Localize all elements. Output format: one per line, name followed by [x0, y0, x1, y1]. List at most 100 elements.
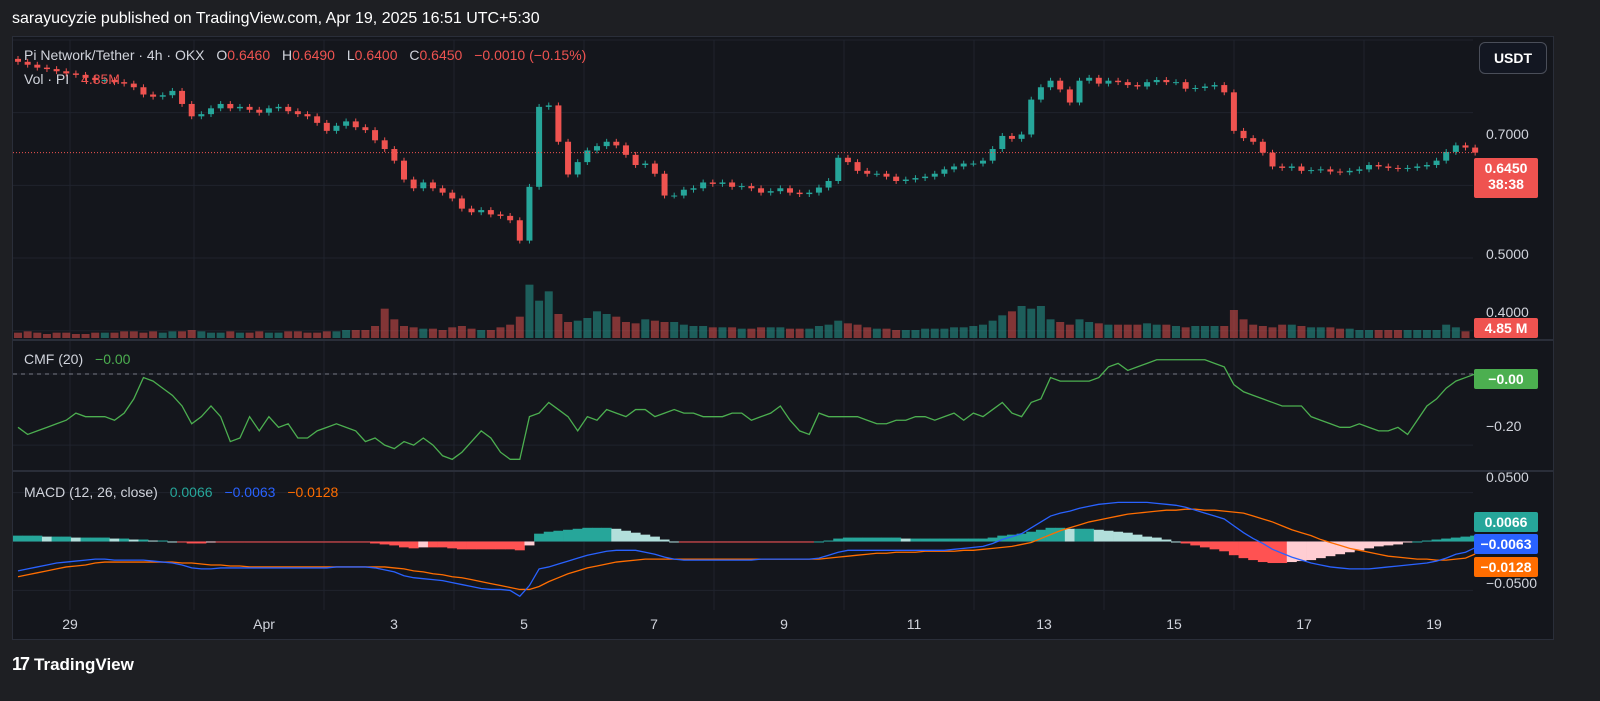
candle-body: [391, 149, 398, 161]
macd-panel: [13, 501, 1490, 598]
macd-histogram-bar: [1064, 528, 1075, 542]
candle-body: [15, 58, 21, 62]
macd-histogram-bar: [630, 532, 641, 542]
macd-histogram-bar: [1373, 541, 1384, 547]
candle-body: [545, 105, 552, 107]
volume-bar: [1316, 327, 1325, 338]
candle-body: [1028, 99, 1035, 135]
candle-body: [1452, 145, 1459, 152]
candle-body: [150, 94, 157, 97]
volume-bar: [1442, 324, 1451, 338]
candle-body: [352, 121, 359, 128]
candle-body: [1182, 82, 1189, 89]
macd-histogram-bar: [746, 541, 757, 543]
macd-histogram-bar: [572, 528, 583, 542]
cmf-label: CMF (20): [24, 351, 84, 367]
volume-bar: [1065, 324, 1074, 338]
candle-body: [1337, 171, 1344, 173]
macd-histogram-bar: [13, 535, 23, 542]
candle-body: [980, 160, 986, 164]
macd-histogram-bar: [765, 541, 776, 543]
macd-histogram-bar: [1267, 541, 1278, 564]
macd-histogram-bar: [862, 537, 873, 542]
volume-bar: [207, 332, 215, 338]
candle-body: [902, 179, 909, 182]
macd-histogram-bar: [70, 537, 81, 542]
volume-bar: [42, 334, 51, 338]
volume-bar: [641, 319, 650, 338]
candle-body: [420, 182, 427, 189]
volume-bar: [1326, 327, 1335, 338]
candle-body: [1298, 166, 1305, 171]
cmf-value: −0.00: [95, 351, 131, 367]
volume-bar: [1210, 326, 1219, 338]
macd-histogram-bar: [852, 537, 863, 542]
candle-body: [1066, 89, 1073, 103]
volume-bar: [1036, 306, 1045, 338]
volume-bar: [1451, 327, 1460, 338]
currency-button[interactable]: USDT: [1479, 42, 1547, 74]
macd-histogram-bar: [331, 541, 342, 543]
macd-histogram-bar: [1132, 534, 1143, 542]
candle-body: [574, 162, 581, 175]
volume-bar: [1114, 324, 1123, 338]
last-price-value: 0.6450: [1484, 160, 1528, 176]
candle-body: [758, 188, 765, 193]
candle-body: [555, 105, 562, 142]
x-tick: 17: [1296, 616, 1312, 632]
candle-body: [864, 170, 871, 174]
volume-bar: [1422, 330, 1431, 338]
footer-brand[interactable]: 17 TradingView: [12, 654, 134, 675]
macd-histogram-bar: [321, 541, 332, 543]
low-value: 0.6400: [354, 47, 398, 63]
volume-bar: [564, 322, 573, 338]
candle-body: [1153, 79, 1160, 83]
candle-body: [1105, 80, 1112, 84]
macd-histogram-bar: [640, 534, 651, 542]
volume-bar: [1287, 324, 1296, 338]
candle-body: [970, 163, 977, 165]
change-value: −0.0010 (−0.15%): [474, 47, 587, 63]
macd-histogram-bar: [871, 537, 882, 542]
macd-histogram-bar: [1286, 541, 1297, 563]
volume-bar: [380, 308, 389, 338]
volume-bar: [679, 324, 688, 338]
volume-bar: [959, 327, 968, 338]
candle-body: [1173, 82, 1179, 84]
macd-legend[interactable]: MACD (12, 26, close) 0.0066 −0.0063 −0.0…: [24, 484, 340, 500]
candle-body: [1057, 80, 1064, 90]
candle-body: [1086, 77, 1093, 81]
candle-body: [34, 64, 41, 68]
cmf-panel: [13, 359, 1485, 461]
volume-bar: [361, 330, 370, 338]
volume-legend[interactable]: Vol · PI 4.85M: [24, 71, 122, 87]
candle-body: [265, 108, 272, 113]
candle-body: [256, 109, 263, 113]
volume-tag: 4.85 M: [1474, 318, 1538, 338]
cmf-legend[interactable]: CMF (20) −0.00: [24, 351, 132, 367]
macd-histogram-bar: [167, 541, 178, 543]
macd-histogram-bar: [437, 541, 448, 548]
candle-body: [343, 121, 350, 126]
candle-body: [767, 191, 774, 193]
macd-histogram-bar: [485, 541, 496, 550]
macd-histogram-bar: [717, 541, 728, 543]
macd-histogram-bar: [447, 541, 458, 549]
macd-histogram-bar: [910, 538, 921, 542]
macd-signal-tag: −0.0128: [1474, 557, 1538, 577]
candle-body: [227, 103, 234, 109]
symbol-title[interactable]: Pi Network/Tether · 4h · OKX: [24, 47, 205, 63]
macd-histogram-bar: [389, 541, 400, 546]
candle-body: [1047, 80, 1054, 88]
candle-body: [1124, 82, 1131, 86]
candle-body: [372, 130, 379, 141]
candle-body: [1317, 169, 1324, 171]
macd-histogram-bar: [495, 541, 506, 550]
candle-body: [536, 106, 543, 187]
macd-line-tag: −0.0063: [1474, 534, 1538, 554]
volume-bar: [892, 330, 901, 338]
candle-body: [285, 106, 292, 112]
macd-histogram-bar: [514, 541, 525, 551]
macd-hist-tag: 0.0066: [1474, 512, 1538, 532]
